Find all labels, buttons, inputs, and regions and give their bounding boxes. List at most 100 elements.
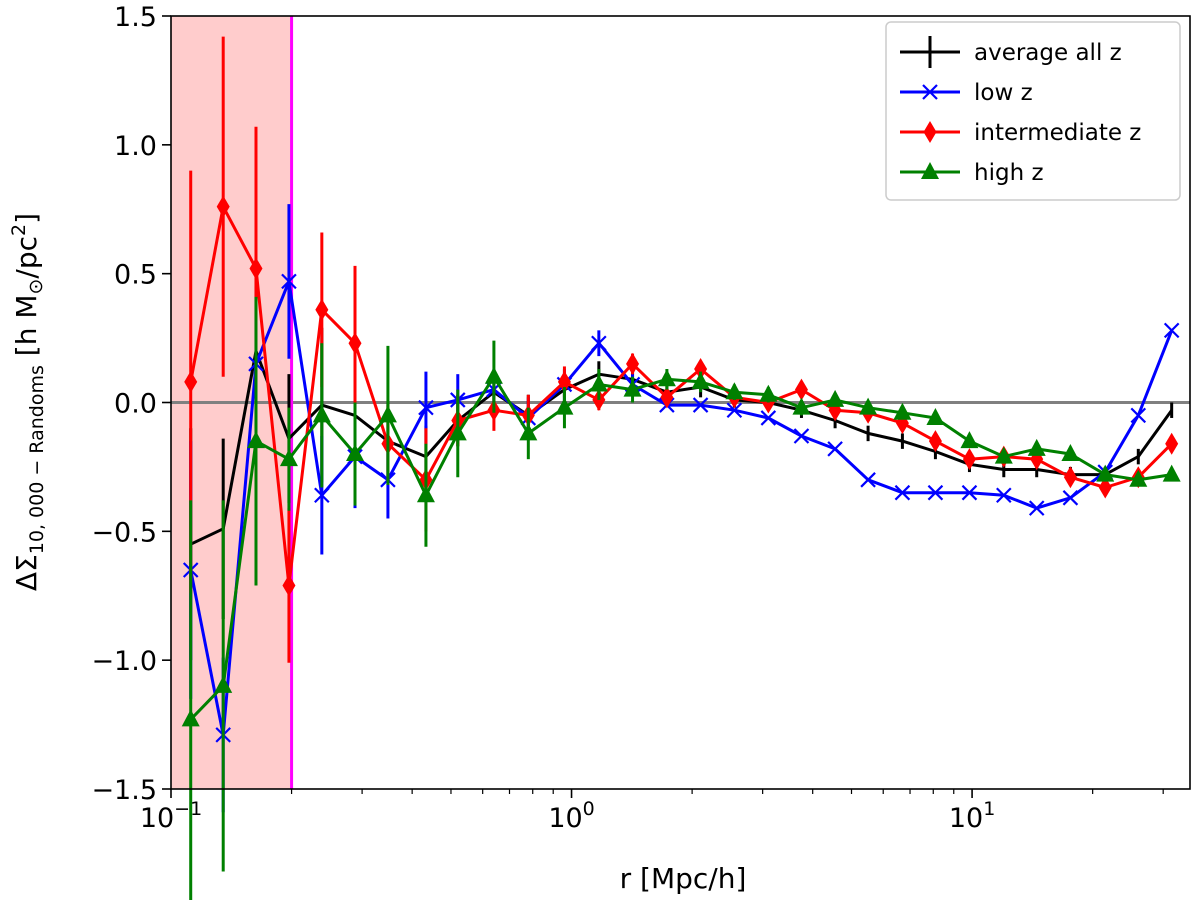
- series-2-point-14: [660, 386, 674, 409]
- series-1-point-26-b: [1062, 490, 1079, 506]
- series-3-point-11: [555, 397, 574, 415]
- y-axis-label: ΔΣ10, 000 − Randoms [h M⊙/pc2]: [8, 213, 48, 591]
- series-3-point-3: [279, 449, 298, 467]
- series-2-point-3: [282, 574, 296, 597]
- series-3-point-21: [893, 402, 912, 420]
- series-1-point-18-b: [793, 428, 810, 444]
- y-label-unit-mid: /pc: [10, 236, 43, 279]
- series-2-point-27: [1098, 476, 1112, 499]
- series-1-point-26: [1062, 490, 1079, 506]
- series-3-point-23: [960, 431, 979, 449]
- legend-label-2: intermediate z: [974, 120, 1141, 146]
- series-1-point-24-b: [996, 487, 1012, 504]
- x-axis-label: r [Mpc/h]: [620, 862, 747, 895]
- series-1-point-28-b: [1130, 407, 1147, 424]
- series-3-point-10: [519, 423, 538, 441]
- series-3-point-1: [214, 675, 233, 693]
- x-tick-exp-0: −1: [174, 798, 202, 820]
- series-3-point-29: [1162, 464, 1181, 482]
- series-1: [182, 204, 1180, 813]
- series-layer: [181, 36, 1181, 900]
- series-1-point-12-b: [591, 335, 607, 352]
- series-2-line: [189, 205, 1173, 587]
- series-1-point-17-b: [760, 410, 777, 426]
- x-axis: 10−1 100 101: [140, 789, 1164, 834]
- series-2-point-5: [348, 332, 362, 355]
- series-3-point-24: [994, 446, 1013, 464]
- series-1-point-24: [996, 487, 1012, 504]
- legend-label-0: average all z: [974, 40, 1122, 66]
- series-1-point-4-b: [314, 487, 330, 504]
- legend-marker-1: [922, 84, 938, 100]
- series-3-point-8: [448, 423, 467, 441]
- legend-items: average all z low z intermediate z high z: [900, 36, 1141, 186]
- y-tick-label-3: 0.0: [114, 389, 157, 420]
- y-tick-label-1: −1.0: [91, 646, 157, 677]
- series-3-point-20: [859, 397, 878, 415]
- series-1-point-4: [314, 487, 330, 504]
- series-2-point-4: [315, 298, 329, 321]
- series-2-point-23: [962, 448, 976, 471]
- series-2-point-22: [928, 430, 942, 453]
- series-1-point-22-b: [927, 484, 944, 501]
- series-1-point-29-b: [1163, 322, 1180, 339]
- x-tick-label-1: 100: [548, 798, 594, 834]
- y-tick-label-6: 1.5: [114, 2, 157, 33]
- legend-label-3: high z: [974, 160, 1044, 186]
- y-label-unit-open: [h M: [10, 294, 43, 365]
- series-3-point-6: [378, 405, 397, 423]
- x-tick-base-0: 10: [140, 803, 174, 834]
- series-1-line: [189, 279, 1174, 737]
- series-1-point-15-b: [692, 397, 709, 413]
- series-2-point-18: [794, 378, 808, 401]
- y-label-unit-sun: ⊙: [25, 279, 47, 295]
- x-tick-label-0: 10−1: [140, 798, 202, 834]
- series-3-point-14: [657, 369, 676, 387]
- series-3-point-9: [484, 366, 503, 384]
- legend-marker-2: [923, 121, 937, 143]
- legend-marker-1-b: [922, 84, 938, 100]
- x-tick-exp-1: 0: [583, 798, 595, 820]
- series-1-point-3: [281, 273, 297, 290]
- series-0-line: [190, 349, 1173, 546]
- plot-area: [170, 15, 1191, 900]
- series-1-point-23: [961, 484, 978, 501]
- series-3-point-26: [1061, 444, 1080, 462]
- legend: average all z low z intermediate z high z: [885, 21, 1181, 201]
- series-3-point-4: [312, 405, 331, 423]
- series-2-point-1: [216, 195, 230, 218]
- series-3-point-25: [1027, 438, 1046, 456]
- x-tick-exp-2: 1: [983, 798, 995, 820]
- series-1-point-7-b: [418, 399, 434, 416]
- series-3-point-7: [416, 485, 435, 503]
- series-3-point-17: [759, 384, 778, 402]
- x-tick-base-2: 10: [949, 803, 983, 834]
- y-axis: −1.5 −1.0 −0.5 0.0 0.5 1.0 1.5: [91, 2, 171, 806]
- series-1-point-17: [760, 410, 777, 426]
- series-3-point-27: [1096, 464, 1115, 482]
- legend-marker-3: [921, 162, 939, 179]
- series-2-point-2: [249, 257, 263, 280]
- series-2-point-26: [1063, 466, 1077, 489]
- series-3-point-13: [623, 379, 642, 397]
- y-label-prefix: ΔΣ: [10, 554, 43, 591]
- series-1-markers: [182, 273, 1180, 743]
- series-1-point-15: [692, 397, 709, 413]
- series-2-point-13: [626, 352, 640, 375]
- y-label-unit-sup: 2: [8, 224, 30, 236]
- y-tick-label-5: 1.0: [114, 131, 157, 162]
- series-3-point-16: [725, 382, 744, 400]
- series-2-markers: [184, 195, 1179, 597]
- series-1-point-21: [894, 484, 911, 501]
- y-tick-label-2: −0.5: [91, 517, 157, 548]
- x-tick-label-2: 101: [949, 798, 995, 834]
- y-label-subscript: 10, 000 − Randoms: [26, 365, 48, 554]
- series-1-point-21-b: [894, 484, 911, 501]
- series-1-point-29: [1163, 322, 1180, 339]
- series-1-point-16-b: [726, 402, 743, 419]
- series-3-point-2: [246, 431, 265, 449]
- series-1-point-18: [793, 428, 810, 444]
- series-3-point-22: [926, 407, 945, 425]
- series-3-point-12: [589, 374, 608, 392]
- series-1-point-16: [726, 402, 743, 419]
